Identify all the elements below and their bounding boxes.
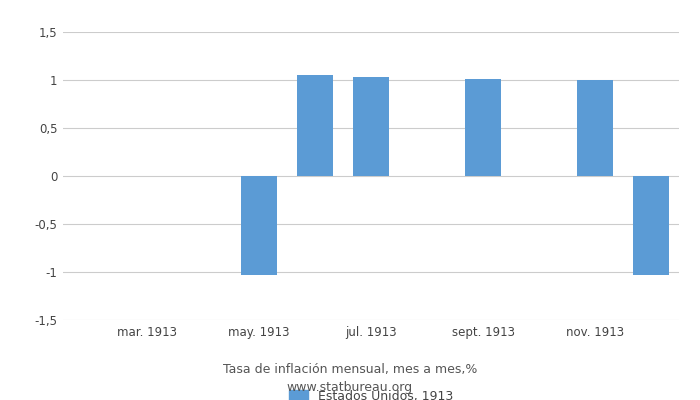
- Legend: Estados Unidos, 1913: Estados Unidos, 1913: [289, 390, 453, 400]
- Bar: [577, 80, 613, 176]
- Text: Tasa de inflación mensual, mes a mes,%
www.statbureau.org: Tasa de inflación mensual, mes a mes,% w…: [223, 362, 477, 394]
- Bar: [297, 75, 333, 176]
- Bar: [241, 176, 277, 275]
- Bar: [633, 176, 669, 275]
- Bar: [353, 77, 389, 176]
- Bar: [465, 79, 501, 176]
